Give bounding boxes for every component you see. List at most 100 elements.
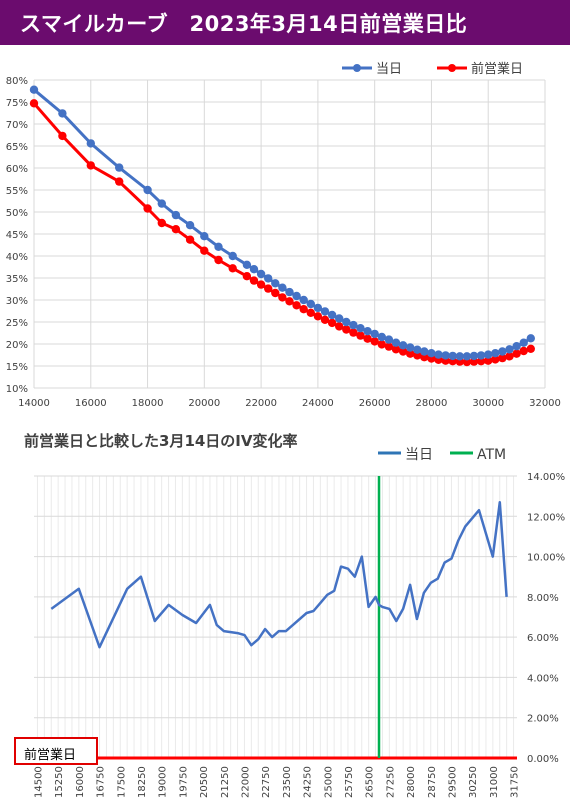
c1-data-point — [320, 315, 330, 324]
c2-x-tick-label: 16000 — [75, 766, 86, 798]
c1-data-point — [441, 351, 450, 360]
c1-series-line — [33, 88, 532, 358]
c1-data-point — [200, 246, 209, 255]
c1-data-point — [242, 272, 252, 281]
c1-data-point — [58, 131, 67, 141]
c1-data-point — [448, 351, 457, 361]
c1-x-axis: 14000 16000 18000 20000 22000 24000 26000 28000… — [18, 398, 561, 409]
c2-x-tick-label: 22750 — [261, 766, 272, 798]
c1-data-point — [398, 341, 408, 350]
c1-data-point — [157, 218, 166, 228]
c1-data-point — [406, 349, 415, 358]
c1-data-point — [505, 345, 514, 354]
c2-x-tick-label: 25000 — [323, 766, 334, 798]
c1-x-tick-label: 30000 — [472, 398, 504, 409]
c1-data-point — [115, 177, 124, 186]
c2-x-tick-label: 29500 — [447, 766, 458, 798]
c1-data-point — [214, 255, 223, 265]
c2-legend: 当日 ATM — [378, 447, 506, 463]
c1-data-point — [271, 279, 280, 288]
c1-data-point — [462, 352, 472, 361]
c2-x-tick-label: 28750 — [427, 766, 438, 798]
c1-x-tick-label: 26000 — [359, 398, 391, 409]
c1-data-point — [476, 357, 486, 366]
c1-data-point — [505, 352, 514, 361]
c2-y-tick-label: 0.00% — [527, 754, 559, 765]
c1-data-point — [413, 345, 422, 354]
c1-data-point — [200, 232, 209, 241]
c1-y-tick-label: 70% — [6, 120, 28, 131]
c1-data-point — [143, 185, 152, 195]
c1-data-point — [406, 343, 415, 352]
c1-data-point — [469, 351, 479, 361]
c1-y-tick-label: 10% — [6, 384, 28, 395]
c1-data-point — [299, 295, 308, 305]
c1-y-tick-label: 75% — [6, 98, 28, 109]
page-title: スマイルカーブ 2023年3月14日前営業日比 — [20, 12, 468, 36]
c1-data-point — [398, 347, 408, 356]
c1-data-point — [143, 204, 152, 213]
c1-x-tick-label: 20000 — [188, 398, 220, 409]
c1-data-point — [519, 338, 528, 347]
c1-data-point — [306, 299, 315, 309]
c2-x-tick-label: 23500 — [282, 766, 293, 798]
c2-x-tick-label: 27250 — [385, 766, 396, 798]
c1-data-point — [264, 284, 273, 293]
c1-data-point — [370, 329, 379, 339]
c1-series-line — [32, 102, 532, 364]
legend2-current-label: 当日 — [405, 447, 433, 463]
c1-data-point — [292, 291, 301, 301]
c1-data-point — [115, 163, 124, 172]
c1-data-point — [363, 334, 372, 343]
c1-data-point — [185, 221, 195, 230]
legend-current-marker — [353, 64, 361, 72]
c2-y-tick-label: 12.00% — [527, 512, 565, 523]
c1-data-point — [519, 346, 528, 356]
c1-x-tick-label: 14000 — [18, 398, 50, 409]
legend-previous: 前営業日 — [437, 61, 523, 77]
c2-x-tick-label: 16750 — [96, 766, 107, 798]
c2-y-tick-label: 2.00% — [527, 714, 559, 725]
c1-data-point — [420, 347, 429, 356]
c1-data-point — [391, 338, 401, 347]
c1-data-point — [278, 283, 287, 292]
c2-x-tick-label: 14500 — [33, 766, 44, 798]
c1-data-point — [377, 340, 386, 349]
c1-data-point — [512, 342, 521, 351]
c1-data-point — [256, 280, 266, 289]
c1-data-point — [264, 274, 273, 283]
c1-data-point — [256, 269, 266, 279]
c1-data-point — [86, 161, 96, 170]
c2-x-tick-label: 28000 — [406, 766, 417, 798]
c1-data-point — [498, 353, 507, 363]
c1-y-tick-label: 40% — [6, 252, 28, 263]
c2-x-tick-label: 20500 — [199, 766, 210, 798]
c1-data-point — [171, 210, 181, 220]
c1-data-point — [349, 320, 358, 330]
c1-data-point — [86, 139, 96, 148]
legend-current-label: 当日 — [376, 62, 402, 77]
c2-x-tick-label: 30250 — [468, 766, 479, 798]
smile-curve-chart: 10% 15% 20% 25% 30% 35% 40% 45% 50% 55% 60% 65% 70% 7… — [6, 61, 561, 409]
c1-data-point — [327, 318, 337, 328]
c1-data-point — [285, 297, 294, 306]
c1-data-point — [249, 265, 259, 274]
c2-title: 前営業日と比較した3月14日のIV変化率 — [24, 432, 298, 450]
legend2-atm-label: ATM — [477, 447, 506, 463]
c1-data-point — [356, 324, 365, 333]
c1-data-point — [306, 308, 315, 317]
c1-x-tick-label: 32000 — [529, 398, 561, 409]
c1-y-tick-label: 35% — [6, 274, 28, 285]
legend-previous-marker — [448, 64, 456, 72]
legend-previous-label: 前営業日 — [471, 61, 523, 77]
c2-y-tick-label: 4.00% — [527, 673, 559, 684]
c1-y-tick-label: 25% — [6, 318, 28, 329]
c1-data-point — [498, 347, 507, 356]
c1-data-point — [526, 334, 535, 343]
c1-data-point — [484, 350, 493, 359]
c2-y-tick-label: 10.00% — [527, 553, 565, 564]
c2-x-tick-label: 19000 — [158, 766, 169, 798]
c1-data-point — [228, 251, 237, 261]
iv-change-chart: 前営業日と比較した3月14日のIV変化率 当日 ATM 0.00% 2.00% 4.… — [24, 432, 565, 798]
c2-x-tick-label: 21250 — [220, 766, 231, 798]
